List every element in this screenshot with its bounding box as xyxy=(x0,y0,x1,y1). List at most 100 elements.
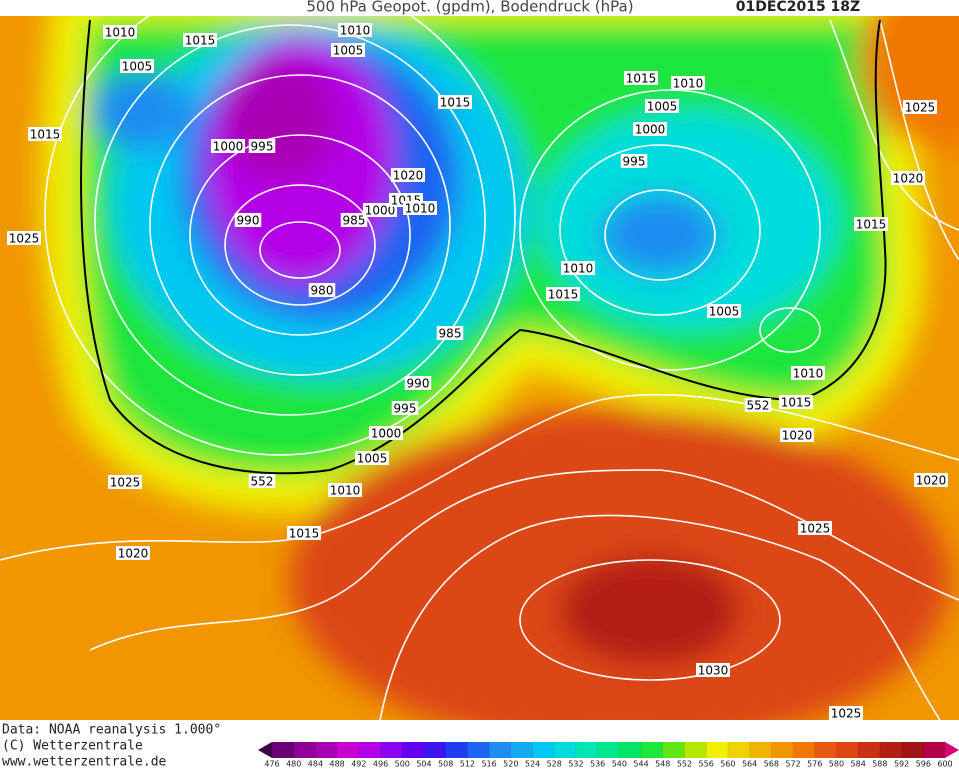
isobar-label-box xyxy=(248,139,276,153)
isobar-label: 995 xyxy=(394,402,417,416)
colorbar-swatch xyxy=(836,742,859,758)
isobar-label-box xyxy=(645,99,679,113)
isobar-label-box xyxy=(403,201,437,215)
colorbar-swatch xyxy=(554,742,577,758)
isobar-label: 1010 xyxy=(330,484,361,498)
isobar-label: 1000 xyxy=(635,123,666,137)
colorbar-swatch xyxy=(445,742,468,758)
colorbar-label: 532 xyxy=(568,760,583,769)
field-blue-w xyxy=(90,70,190,150)
isobar xyxy=(519,559,781,681)
colorbar-label: 476 xyxy=(264,760,279,769)
colorbar-label: 552 xyxy=(677,760,692,769)
isobar-label: 1005 xyxy=(122,60,153,74)
isobar-label-box xyxy=(103,25,137,39)
colorbar-label: 524 xyxy=(525,760,540,769)
isobar-label: 1015 xyxy=(289,527,320,541)
isobar-label-box xyxy=(391,168,425,182)
colorbar-label: 580 xyxy=(829,760,844,769)
isobar-label: 985 xyxy=(343,214,366,228)
colorbar-swatch xyxy=(402,742,425,758)
isobar-label: 1020 xyxy=(393,169,424,183)
isobar-label-box xyxy=(183,33,217,47)
colorbar-label: 516 xyxy=(481,760,496,769)
isobar-label: 1015 xyxy=(548,288,579,302)
map-date: 01DEC2015 18Z xyxy=(736,0,860,15)
colorbar-label: 512 xyxy=(460,760,475,769)
colorbar-label: 592 xyxy=(894,760,909,769)
colorbar-swatch xyxy=(923,742,946,758)
isobar xyxy=(0,393,959,561)
colorbar-swatch xyxy=(814,742,837,758)
colorbar-label: 564 xyxy=(742,760,757,769)
colorbar-end xyxy=(945,742,959,758)
isobar-label-box xyxy=(779,395,813,409)
isobar-label-box xyxy=(854,217,888,231)
colorbar-swatch xyxy=(662,742,685,758)
isobar-label: 1005 xyxy=(709,305,740,319)
colorbar-swatch xyxy=(272,742,295,758)
isobar-label: 1015 xyxy=(781,396,812,410)
isobar-label-box xyxy=(624,71,658,85)
field-orange xyxy=(860,16,959,150)
colorbar-swatch xyxy=(358,742,382,758)
colorbar-label: 576 xyxy=(807,760,822,769)
isobar-label-box xyxy=(338,23,372,37)
colorbar-swatch xyxy=(293,742,316,758)
isobar-label-box xyxy=(308,283,336,297)
isobar-label: 1010 xyxy=(405,202,436,216)
colorbar-label: 548 xyxy=(655,760,670,769)
colorbar-label: 520 xyxy=(503,760,518,769)
isobar-label: 1025 xyxy=(831,707,862,721)
colorbar-label: 588 xyxy=(872,760,887,769)
colorbar-label: 572 xyxy=(785,760,800,769)
contour-552 xyxy=(80,19,887,475)
isobar-label: 1015 xyxy=(856,218,887,232)
colorbar-label: 504 xyxy=(416,760,431,769)
isobar xyxy=(224,184,376,306)
isobar-label: 1025 xyxy=(800,522,831,536)
isobar-label: 1010 xyxy=(673,77,704,91)
colorbar-label: 492 xyxy=(351,760,366,769)
colorbar-swatch xyxy=(337,742,360,758)
isobar-label-box xyxy=(287,526,321,540)
isobar-label: 552 xyxy=(251,475,274,489)
colorbar-label: 488 xyxy=(329,760,344,769)
isobar-label-box xyxy=(391,401,419,415)
colorbar-label: 500 xyxy=(395,760,410,769)
isobar-label: 1000 xyxy=(365,204,396,218)
isobar xyxy=(94,24,486,416)
isobar-label: 1025 xyxy=(9,232,40,246)
footer-data: Data: NOAA reanalysis 1.000° xyxy=(2,723,221,738)
isobar-label-box xyxy=(696,663,730,677)
colorbar-swatch xyxy=(771,742,794,758)
colorbar-label: 508 xyxy=(438,760,453,769)
isobar-label-box xyxy=(340,213,368,227)
isobar-label-box xyxy=(369,426,403,440)
isobar-label: 1020 xyxy=(118,547,149,561)
footer-copyright: (C) Wetterzentrale xyxy=(2,739,143,754)
colorbar-swatch xyxy=(619,742,642,758)
isobar xyxy=(829,19,959,231)
colorbar-label: 528 xyxy=(547,760,562,769)
isobar xyxy=(149,74,451,376)
isobar xyxy=(189,134,411,336)
isobar-label-box xyxy=(546,287,580,301)
isobar-label: 1010 xyxy=(563,262,594,276)
isobar-label-box xyxy=(914,473,948,487)
isobar-label-box xyxy=(328,483,362,497)
isobar-label: 1005 xyxy=(647,100,678,114)
isobar-label-box xyxy=(355,451,389,465)
isobar-label-box xyxy=(744,398,772,412)
isobar-label-box xyxy=(211,139,245,153)
isobar-label: 1020 xyxy=(782,429,813,443)
colorbar-swatch xyxy=(879,742,903,758)
isobar-label-box xyxy=(436,326,464,340)
isobar-label: 985 xyxy=(439,327,462,341)
footer-url: www.wetterzentrale.de xyxy=(2,755,167,770)
isobar-label: 1020 xyxy=(916,474,947,488)
colorbar-label: 596 xyxy=(916,760,931,769)
